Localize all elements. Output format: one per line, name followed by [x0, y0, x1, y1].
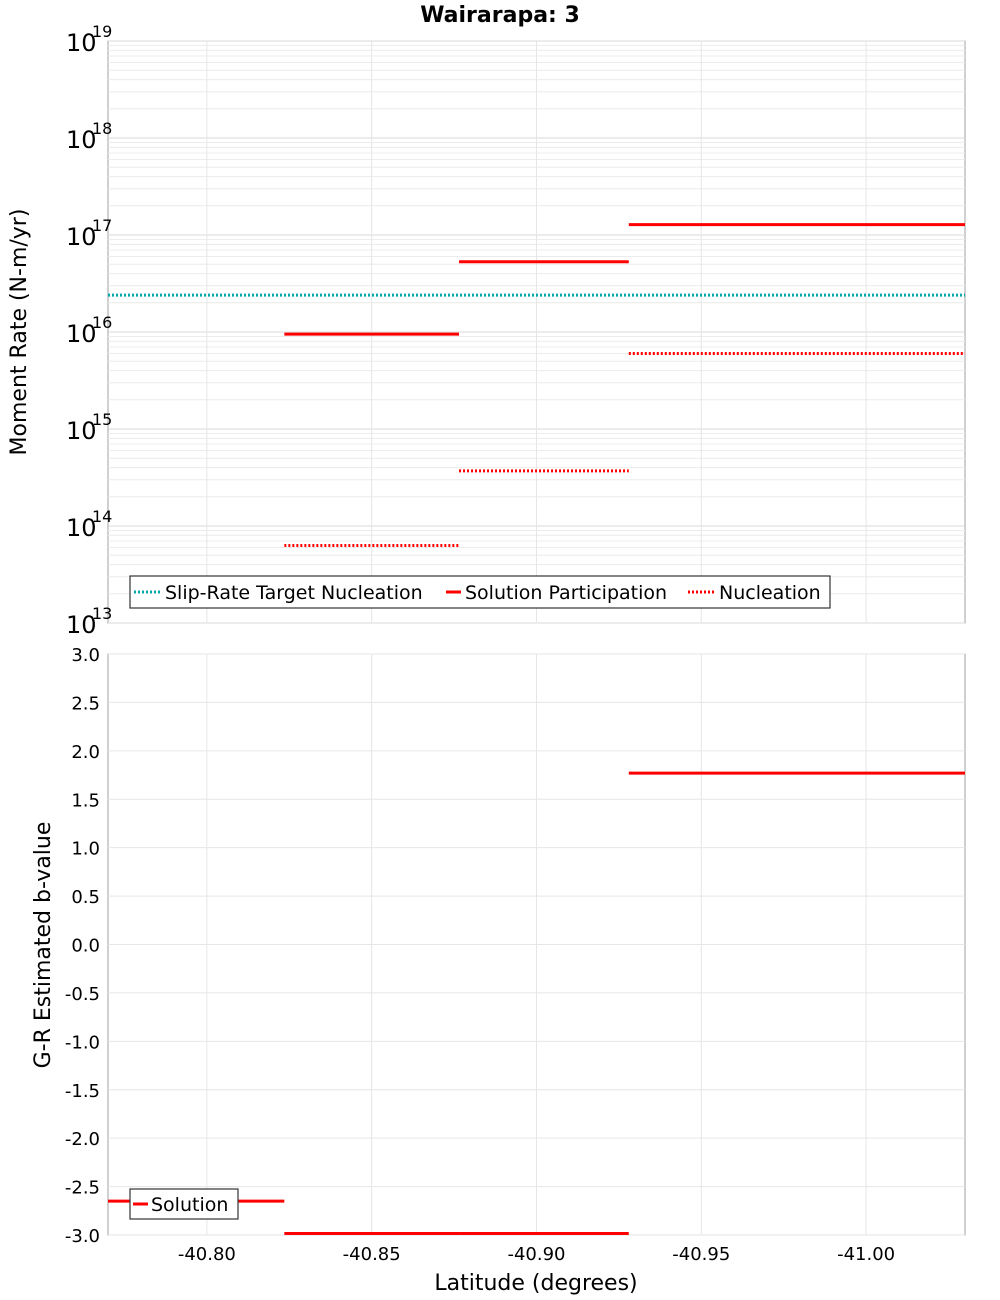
b-value-y-tick-label: 0.5 — [71, 887, 100, 908]
legend-solution-label: Solution — [151, 1194, 228, 1216]
b-value-legend: Solution — [129, 1188, 239, 1220]
x-tick-label: -40.95 — [672, 1244, 730, 1265]
b-value-y-ticks: 3.0 2.5 2.0 1.5 1.0 0.5 0.0 -0.5 -1.0 -1.5 -2.0 -2.… — [65, 645, 100, 1247]
moment-y-tick-base: 10 — [66, 320, 97, 348]
x-tick-label: -40.85 — [343, 1244, 401, 1265]
x-axis-label: Latitude (degrees) — [434, 1271, 637, 1296]
b-value-y-tick-label: 1.5 — [71, 790, 100, 811]
b-value-y-tick-label: 1.0 — [71, 839, 100, 860]
b-value-grid — [108, 653, 965, 1236]
x-tick-label: -40.80 — [178, 1244, 236, 1265]
x-tick-label: -40.90 — [507, 1244, 565, 1265]
b-value-y-tick-label: 2.5 — [71, 693, 100, 714]
b-value-y-tick-label: -1.0 — [65, 1032, 100, 1053]
b-value-panel: 3.0 2.5 2.0 1.5 1.0 0.5 0.0 -0.5 -1.0 -1.5 -2.0 -2.… — [31, 645, 966, 1296]
b-value-y-tick-label: -0.5 — [65, 984, 100, 1005]
moment-y-tick-base: 10 — [66, 611, 97, 639]
moment-series — [108, 223, 965, 547]
b-value-y-tick-label: 2.0 — [71, 742, 100, 763]
b-value-y-tick-label: -1.5 — [65, 1081, 100, 1102]
moment-y-tick-exponent: 19 — [92, 22, 112, 41]
moment-y-tick-exponent: 15 — [92, 410, 112, 429]
moment-y-tick-exponent: 14 — [92, 507, 112, 526]
moment-y-tick-base: 10 — [66, 29, 97, 57]
b-value-y-tick-label: 3.0 — [71, 645, 100, 666]
x-ticks: -40.80 -40.85 -40.90 -40.95 -41.00 — [178, 1244, 895, 1265]
moment-legend: Slip-Rate Target Nucleation Solution Par… — [129, 575, 831, 609]
legend-nucleation-label: Nucleation — [719, 582, 821, 604]
moment-y-axis-label: Moment Rate (N-m/yr) — [7, 209, 32, 456]
x-tick-label: -41.00 — [837, 1244, 895, 1265]
chart-title: Wairarapa: 3 — [420, 3, 580, 28]
b-value-y-tick-label: -3.0 — [65, 1226, 100, 1247]
b-value-y-axis-label: G-R Estimated b-value — [31, 822, 56, 1069]
b-value-y-tick-label: 0.0 — [71, 936, 100, 957]
b-value-y-tick-label: -2.0 — [65, 1129, 100, 1150]
legend-participation-label: Solution Participation — [465, 582, 667, 604]
b-value-y-tick-label: -2.5 — [65, 1178, 100, 1199]
moment-y-tick-base: 10 — [66, 223, 97, 251]
moment-y-tick-exponent: 13 — [92, 604, 112, 623]
moment-y-tick-base: 10 — [66, 514, 97, 542]
moment-y-tick-exponent: 18 — [92, 119, 112, 138]
legend-slip-rate-label: Slip-Rate Target Nucleation — [165, 582, 423, 604]
moment-y-tick-base: 10 — [66, 126, 97, 154]
moment-y-tick-exponent: 17 — [92, 216, 112, 235]
moment-y-tick-exponent: 16 — [92, 313, 112, 332]
moment-y-tick-base: 10 — [66, 417, 97, 445]
